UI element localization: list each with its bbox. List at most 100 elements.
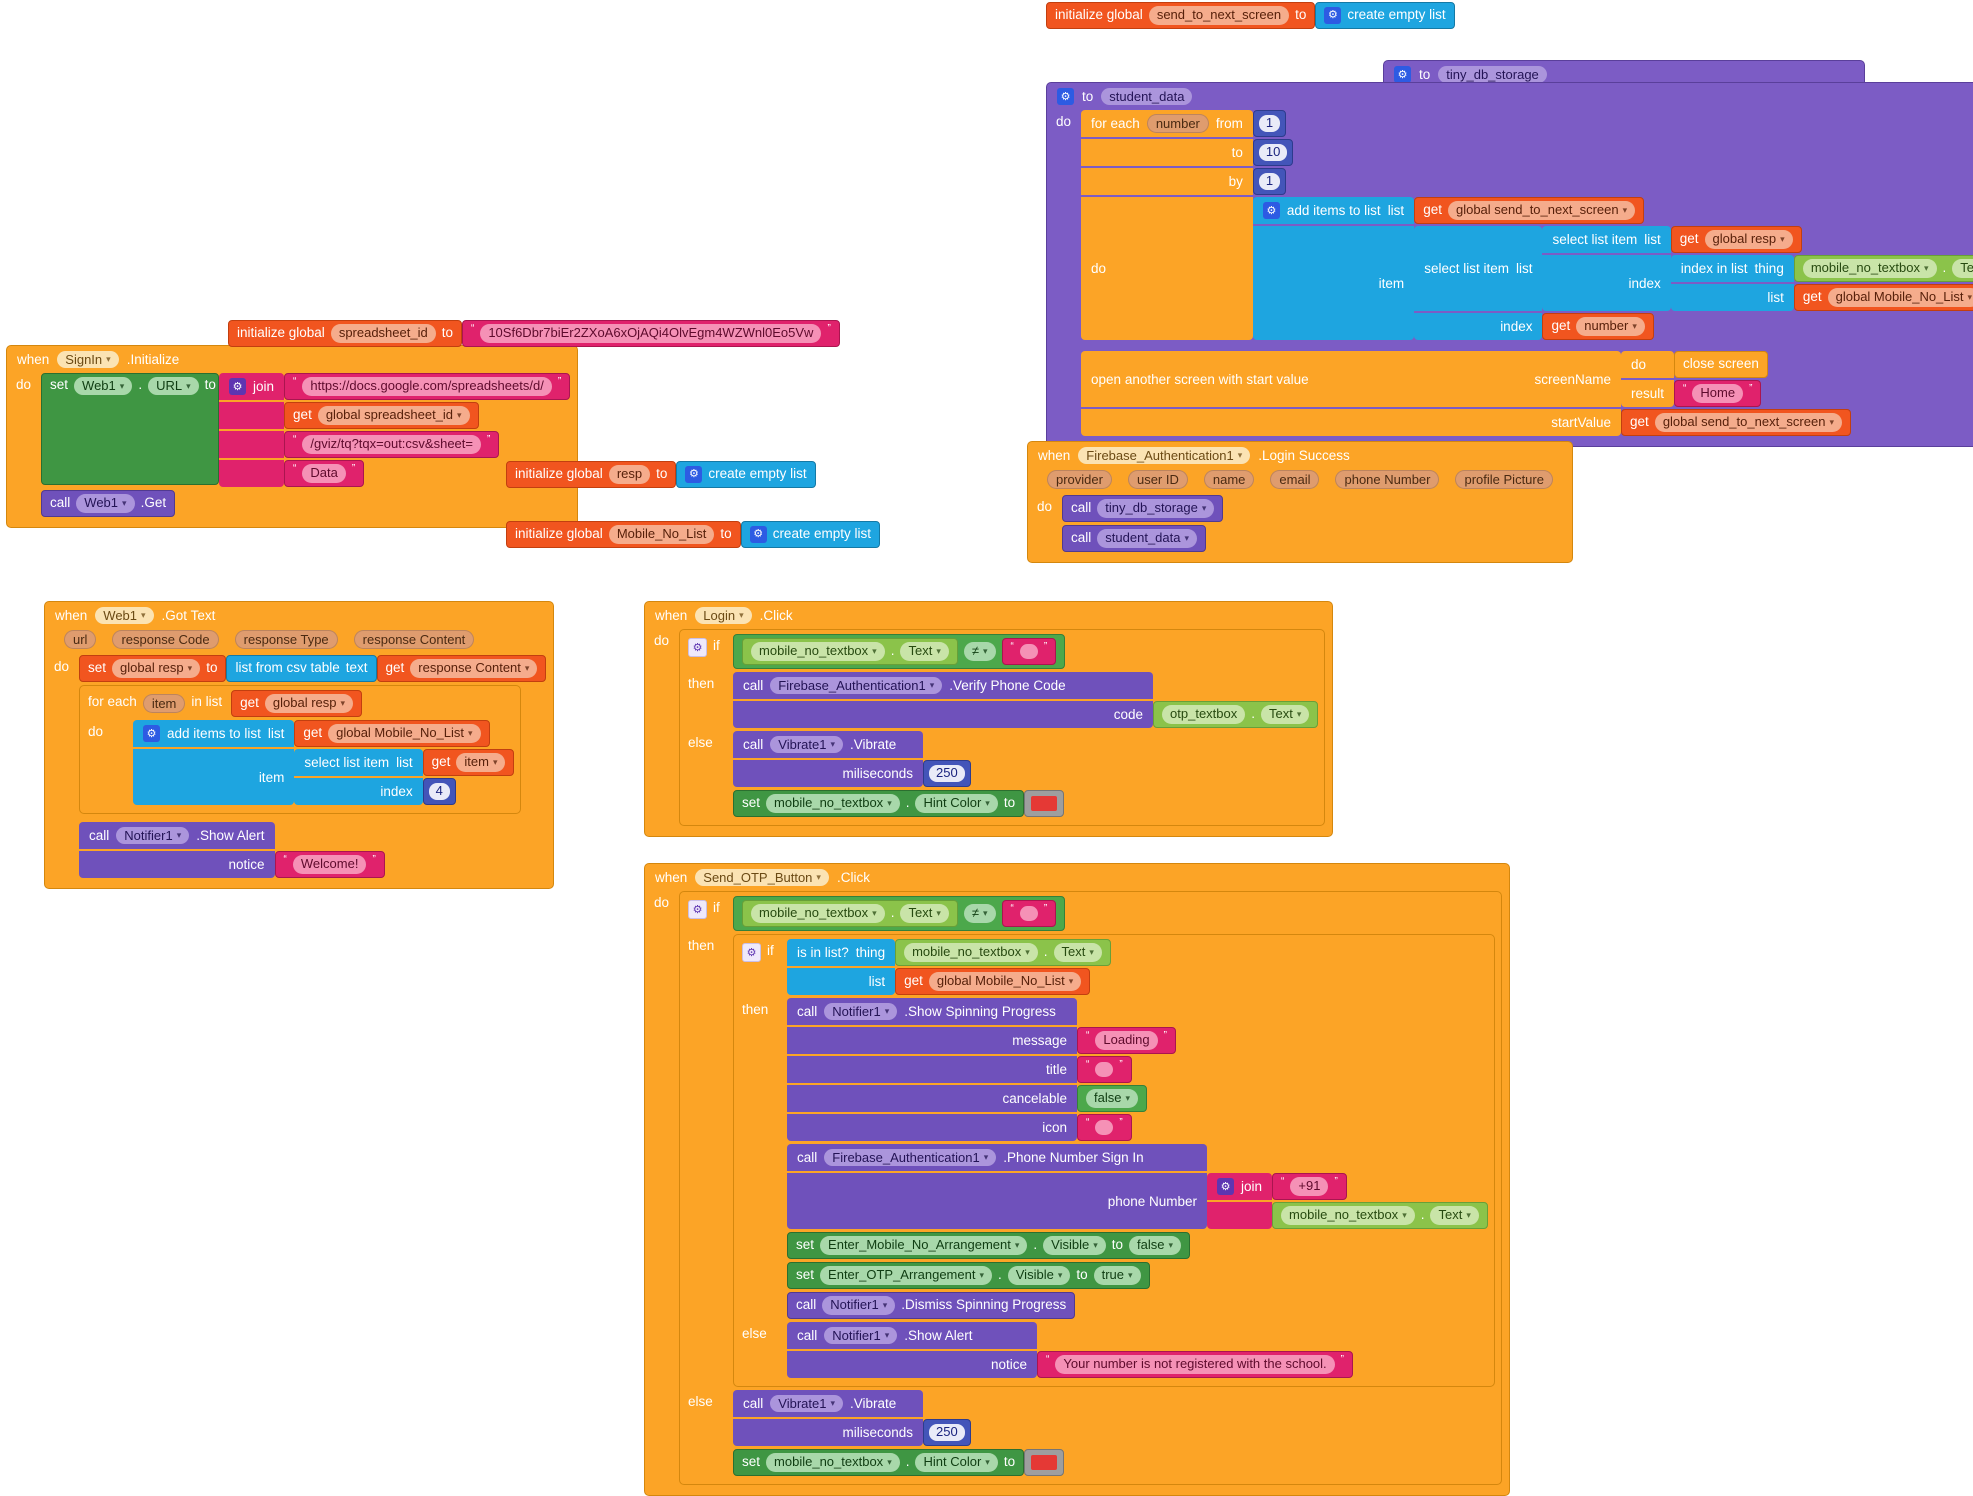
select-list-item-outer[interactable]: select list item list select list item lis…: [1414, 226, 1973, 340]
param-email[interactable]: email: [1270, 470, 1320, 489]
operator-dropdown[interactable]: ≠ ▾: [963, 642, 996, 661]
set-hint-color-block[interactable]: set mobile_no_textbox ▾ . Hint Color ▾ to: [733, 790, 1025, 817]
block-when-login-click[interactable]: when Login ▾ .Click do ⚙ if mobile_no_text…: [644, 601, 1334, 837]
operator-dropdown[interactable]: ≠ ▾: [963, 904, 996, 923]
open-another-screen-block[interactable]: open another screen with start value scr…: [1081, 351, 1851, 436]
mutator-gear-icon[interactable]: ⚙: [1262, 202, 1280, 219]
empty-text-string[interactable]: “”: [1077, 1056, 1132, 1083]
if-block[interactable]: ⚙ if mobile_no_textbox ▾. Text ▾ ≠ ▾ “” then …: [679, 629, 1326, 826]
get-response-content-block[interactable]: get response Content ▾: [376, 655, 547, 682]
init-global-block[interactable]: initialize global spreadsheet_id to: [228, 320, 462, 347]
get-global-spreadsheet-id-block[interactable]: get global spreadsheet_id ▾: [284, 402, 479, 429]
call-firebase-phone-number-sign-in[interactable]: call Firebase_Authentication1 ▾ .Phone Nu…: [787, 1144, 1488, 1229]
text-string-data[interactable]: “Data”: [284, 460, 365, 487]
create-empty-list-block[interactable]: ⚙ create empty list: [1315, 2, 1455, 29]
block-init-global-send-to-next-screen[interactable]: initialize global send_to_next_screen to…: [1046, 2, 1455, 29]
get-global-mobile-list-block[interactable]: get global Mobile_No_List ▾: [1793, 284, 1973, 311]
mutator-gear-icon[interactable]: ⚙: [1324, 7, 1342, 24]
mobile-textbox-text-getter[interactable]: mobile_no_textbox▾.Text▾: [742, 638, 958, 665]
for-each-item-block[interactable]: for each item in list get global resp ▾ do…: [79, 685, 522, 814]
number-250-block[interactable]: 250: [923, 1419, 971, 1446]
empty-text-string[interactable]: “”: [1077, 1114, 1132, 1141]
call-vibrate-block[interactable]: call Vibrate1 ▾ .Vibrate miliseconds 250: [733, 1390, 971, 1446]
call-tiny-db-storage-block[interactable]: call tiny_db_storage ▾: [1062, 495, 1224, 522]
var-name-field[interactable]: spreadsheet_id: [330, 324, 436, 343]
call-notifier-show-alert[interactable]: call Notifier1 ▾ .Show Alert notice “Welc…: [79, 822, 385, 878]
close-screen-block[interactable]: close screen: [1674, 351, 1768, 378]
param-user-id[interactable]: user ID: [1127, 470, 1188, 489]
text-string-home[interactable]: “Home”: [1674, 380, 1762, 407]
param-url[interactable]: url: [64, 630, 97, 649]
mutator-gear-icon[interactable]: ⚙: [143, 725, 161, 742]
color-red-block[interactable]: [1024, 1449, 1065, 1476]
outer-if-block[interactable]: ⚙ if mobile_no_textbox ▾. Text ▾ ≠ ▾ “” then …: [679, 891, 1502, 1485]
block-init-global-spreadsheet-id[interactable]: initialize global spreadsheet_id to “10S…: [228, 320, 840, 347]
empty-text-string[interactable]: “”: [1001, 900, 1057, 927]
mobile-textbox-text-getter[interactable]: mobile_no_textbox▾.Text▾: [742, 900, 958, 927]
block-when-firebase-login-success[interactable]: when Firebase_Authentication1 ▾ .Login Su…: [1027, 441, 1573, 563]
number-4-block[interactable]: 4: [422, 778, 456, 805]
component-dropdown[interactable]: Firebase_Authentication1 ▾: [1078, 447, 1251, 464]
otp-textbox-text-getter[interactable]: otp_textbox. Text ▾: [1153, 701, 1319, 728]
mutator-gear-icon[interactable]: ⚙: [229, 378, 247, 395]
block-when-send-otp-click[interactable]: when Send_OTP_Button ▾ .Click do ⚙ if mobi…: [644, 863, 1510, 1496]
text-string-url-prefix[interactable]: “https://docs.google.com/spreadsheets/d/…: [284, 373, 571, 400]
call-notifier-show-alert[interactable]: call Notifier1 ▾ .Show Alert notice “Your…: [787, 1322, 1353, 1378]
mutator-gear-icon[interactable]: ⚙: [688, 638, 708, 657]
join-block[interactable]: ⚙ join “https://docs.google.com/spreadshe…: [219, 373, 571, 487]
component-dropdown[interactable]: SignIn ▾: [57, 351, 119, 368]
get-global-resp-block[interactable]: get global resp ▾: [231, 690, 363, 717]
false-value[interactable]: false ▾: [1129, 1236, 1182, 1255]
var-name-field[interactable]: Mobile_No_List: [608, 525, 715, 544]
get-item-block[interactable]: get item ▾: [422, 749, 515, 776]
false-block[interactable]: false ▾: [1077, 1085, 1148, 1112]
not-equal-condition[interactable]: mobile_no_textbox ▾. Text ▾ ≠ ▾ “”: [733, 634, 1066, 669]
add-items-to-list-block[interactable]: ⚙ add items to list list get global Mobile_…: [133, 720, 515, 805]
component-dropdown[interactable]: Login ▾: [695, 607, 752, 624]
param-response-code[interactable]: response Code: [112, 630, 219, 649]
var-name-field[interactable]: send_to_next_screen: [1148, 6, 1290, 25]
set-global-resp-block[interactable]: set global resp ▾ to: [79, 655, 227, 682]
var-name-field[interactable]: resp: [608, 465, 651, 484]
inner-if-block[interactable]: ⚙ if is in list? thing mobile_no_textbox ▾.…: [733, 934, 1495, 1387]
call-vibrate-block[interactable]: call Vibrate1 ▾ .Vibrate miliseconds 250: [733, 731, 971, 787]
mutator-gear-icon[interactable]: ⚙: [749, 526, 767, 543]
block-init-global-resp[interactable]: initialize global resp to ⚙ create empty …: [506, 461, 816, 488]
text-string-plus91[interactable]: “+91”: [1272, 1173, 1347, 1200]
mobile-textbox-text-getter[interactable]: mobile_no_textbox▾.Text▾: [1272, 1202, 1488, 1229]
number-250-block[interactable]: 250: [923, 760, 971, 787]
list-from-csv-table-block[interactable]: list from csv table text: [226, 655, 377, 682]
loop-var-field[interactable]: number: [1146, 114, 1209, 133]
text-string-loading[interactable]: “Loading”: [1077, 1027, 1176, 1054]
number-1-block[interactable]: 1: [1252, 168, 1287, 195]
set-web1-url-block[interactable]: set Web1 ▾ . URL ▾ to: [41, 373, 220, 485]
number-1-block[interactable]: 1: [1252, 110, 1287, 137]
param-profile-picture[interactable]: profile Picture: [1455, 470, 1553, 489]
select-list-item-block[interactable]: select list item list get item ▾ index 4: [294, 749, 515, 805]
index-in-list-block[interactable]: index in list thing mobile_no_textbox ▾. Te…: [1670, 255, 1973, 311]
call-student-data-block[interactable]: call student_data ▾: [1062, 525, 1207, 552]
mutator-gear-icon[interactable]: ⚙: [1217, 1178, 1235, 1195]
select-list-item-inner[interactable]: select list item list get global resp ▾ ind…: [1542, 226, 1973, 311]
number-10-block[interactable]: 10: [1252, 139, 1294, 166]
empty-text-string[interactable]: “”: [1001, 638, 1057, 665]
color-red-block[interactable]: [1024, 790, 1065, 817]
param-response-type[interactable]: response Type: [234, 630, 338, 649]
join-block[interactable]: ⚙ join “+91” mobile_no_textbox ▾. Text ▾: [1207, 1173, 1488, 1229]
mutator-gear-icon[interactable]: ⚙: [688, 900, 708, 919]
text-string-spreadsheet-id[interactable]: “10Sf6Dbr7biEr2ZXoA6xOjAQi4OlvEgm4WZWnl0…: [461, 320, 840, 347]
proc-name-field[interactable]: student_data: [1101, 88, 1193, 105]
set-enter-mobile-arrangement-visible[interactable]: set Enter_Mobile_No_Arrangement ▾ . Visib…: [787, 1232, 1191, 1259]
param-provider[interactable]: provider: [1047, 470, 1112, 489]
mutator-gear-icon[interactable]: ⚙: [1057, 88, 1074, 105]
text-string-not-registered[interactable]: “Your number is not registered with the …: [1037, 1351, 1353, 1378]
param-name[interactable]: name: [1203, 470, 1255, 489]
not-equal-condition[interactable]: mobile_no_textbox ▾. Text ▾ ≠ ▾ “”: [733, 896, 1066, 931]
call-web1-get-block[interactable]: call Web1 ▾ .Get: [41, 490, 176, 517]
create-empty-list-block[interactable]: ⚙ create empty list: [676, 461, 816, 488]
set-enter-otp-arrangement-visible[interactable]: set Enter_OTP_Arrangement ▾ . Visible ▾ to…: [787, 1262, 1150, 1289]
block-proc-student-data[interactable]: ⚙ to student_data do for each number fro…: [1046, 82, 1973, 447]
call-notifier-dismiss-spinning[interactable]: call Notifier1 ▾ .Dismiss Spinning Progre…: [787, 1292, 1076, 1319]
do-result-block[interactable]: do close screen result “Home”: [1621, 351, 1768, 407]
